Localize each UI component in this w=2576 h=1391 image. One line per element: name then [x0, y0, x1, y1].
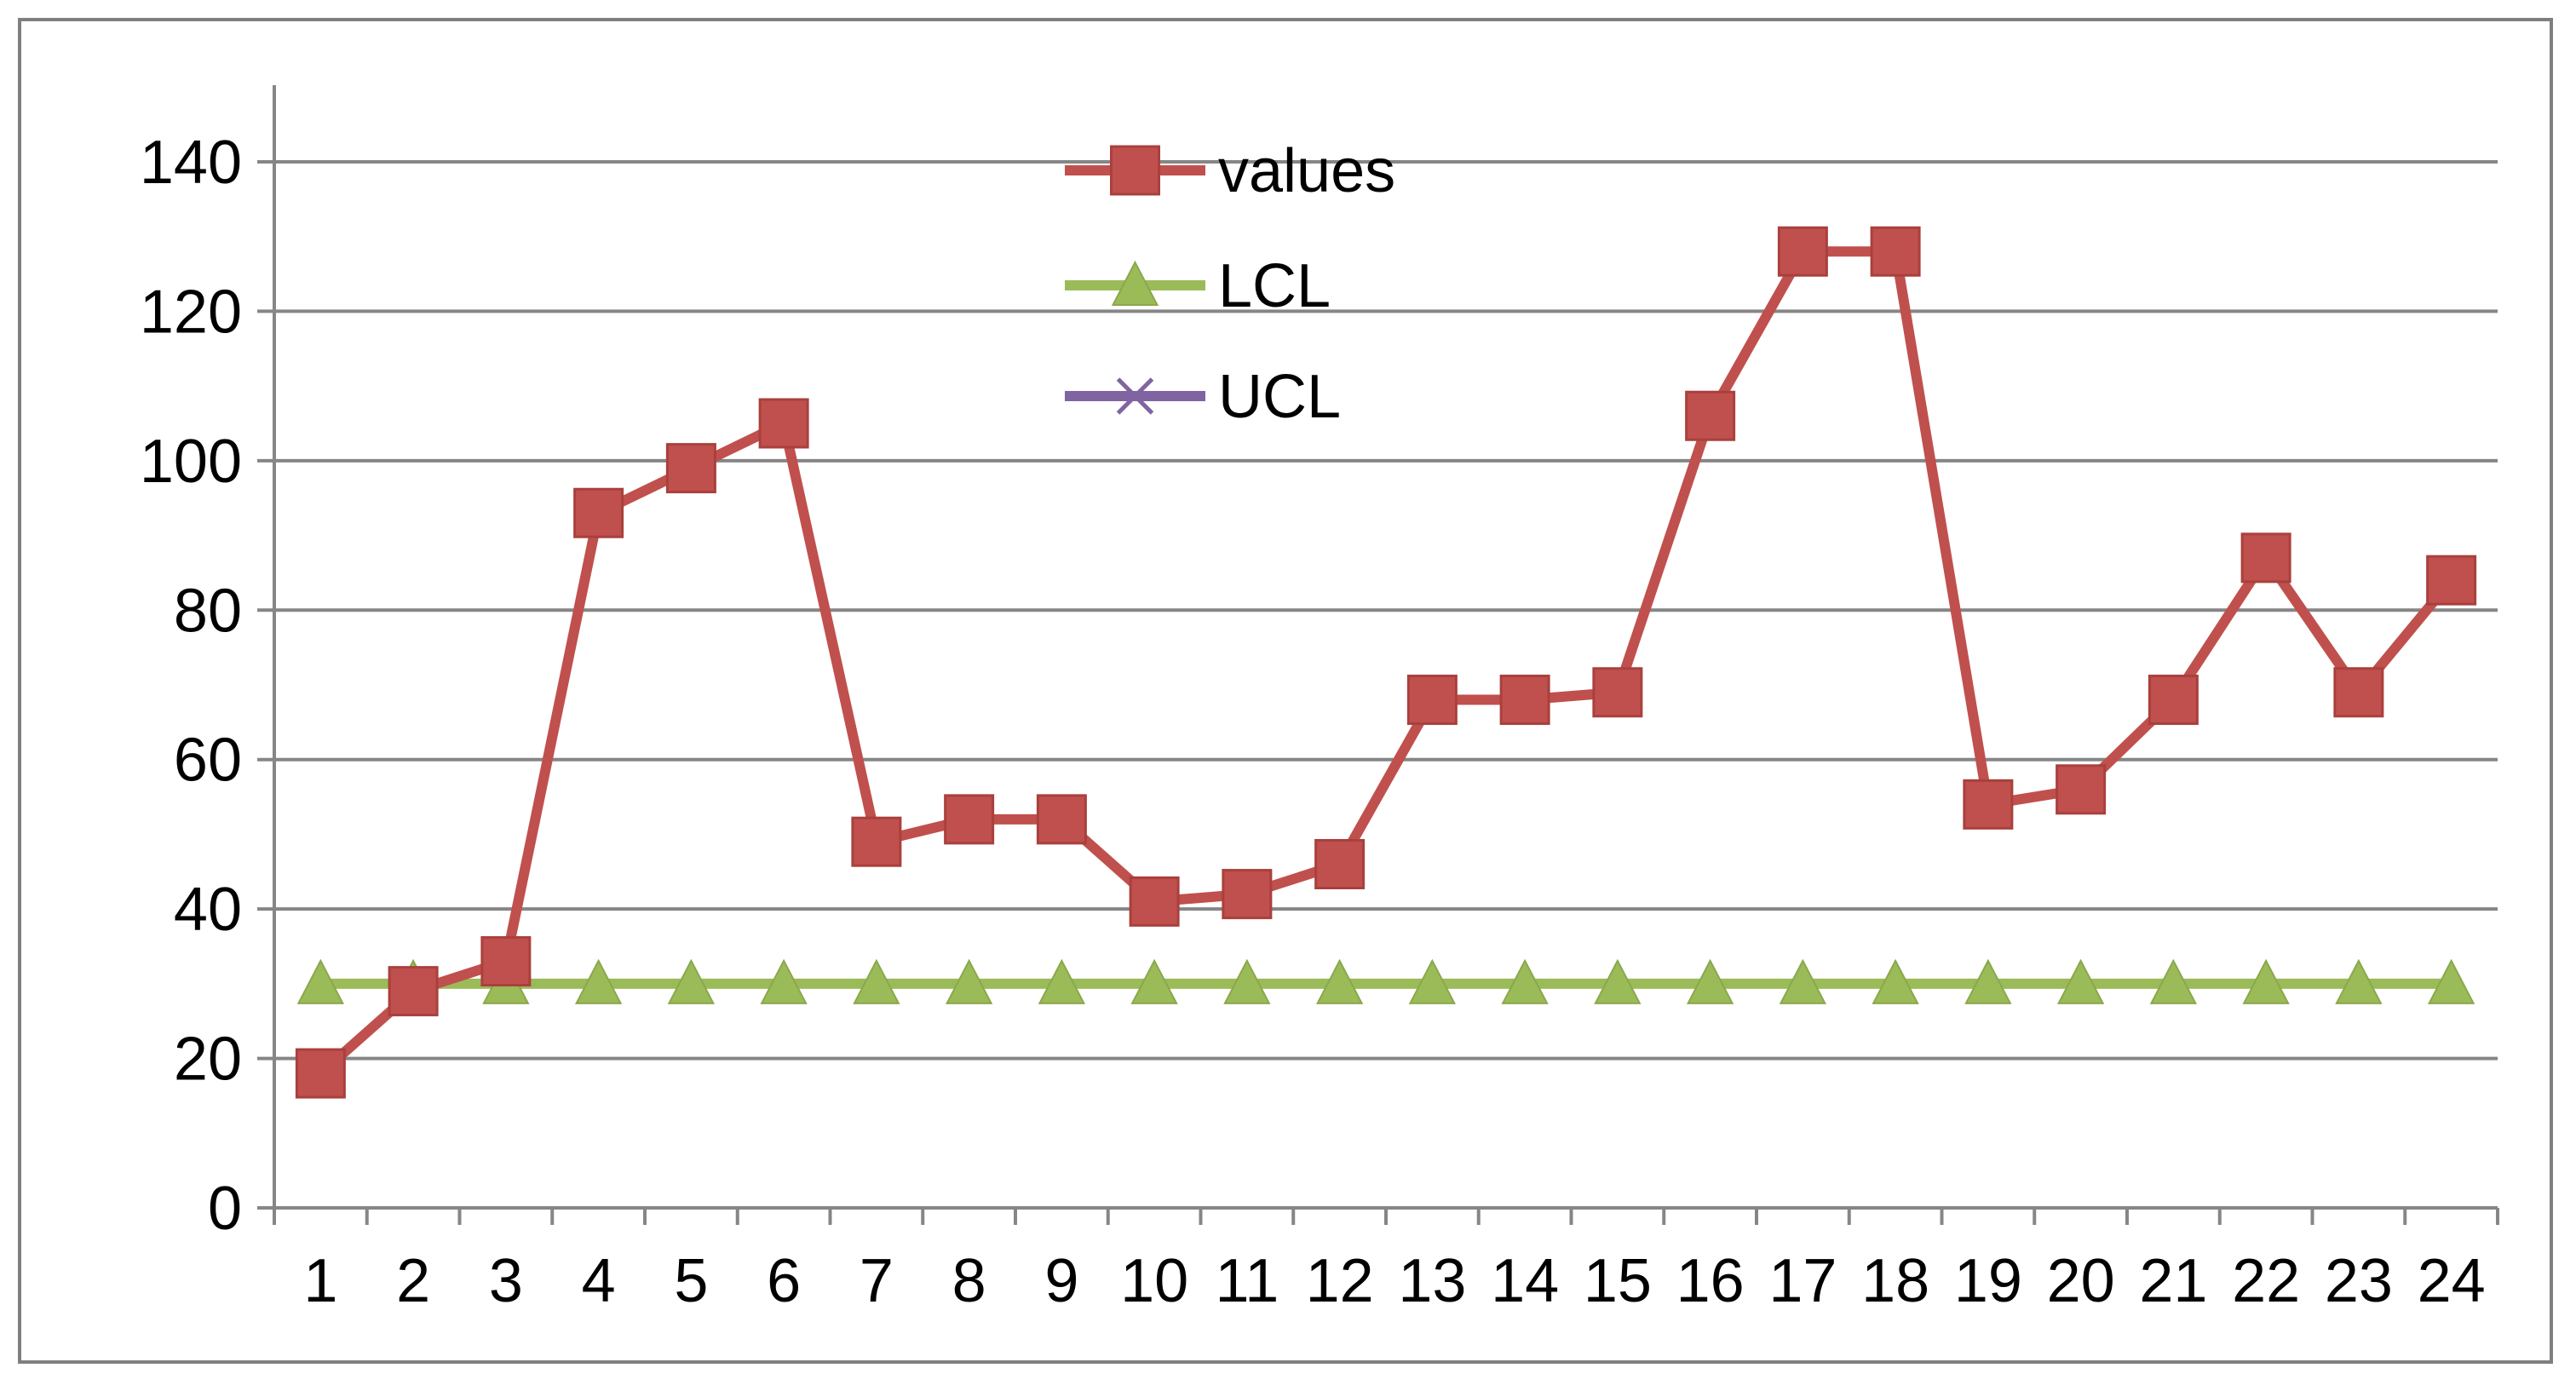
- legend-label: LCL: [1218, 252, 1331, 320]
- data-point: [667, 958, 716, 1004]
- y-tick-label: 120: [140, 278, 242, 346]
- data-point: [2426, 555, 2477, 606]
- data-point: [296, 958, 345, 1004]
- gridlines: [274, 160, 2498, 1060]
- x-tick-label: 13: [1398, 1247, 1466, 1315]
- x-tick-label: 20: [2047, 1247, 2115, 1315]
- data-point: [1685, 390, 1736, 441]
- data-point: [851, 816, 902, 867]
- data-point: [1592, 667, 1643, 718]
- data-point: [1964, 958, 2012, 1004]
- data-point: [1314, 839, 1366, 890]
- x-tick-label: 14: [1491, 1247, 1559, 1315]
- x-tick-label: 15: [1584, 1247, 1652, 1315]
- x-tick-label: 5: [674, 1247, 708, 1315]
- data-point: [2240, 532, 2291, 583]
- data-point: [2427, 958, 2475, 1004]
- legend: values LCL UCL: [1065, 137, 1395, 431]
- x-tick-label: 8: [952, 1247, 986, 1315]
- axes: [257, 85, 2499, 1225]
- legend-marker: [1116, 377, 1154, 415]
- data-point: [1038, 958, 1086, 1004]
- legend-label: values: [1218, 137, 1395, 205]
- data-point: [1315, 958, 1364, 1004]
- data-point: [760, 958, 808, 1004]
- data-point: [1130, 958, 1178, 1004]
- x-tick-label: 12: [1306, 1247, 1374, 1315]
- data-point: [758, 398, 809, 449]
- legend-label: UCL: [1218, 363, 1341, 431]
- y-tick-label: 100: [140, 428, 242, 496]
- x-tick-label: 21: [2139, 1247, 2207, 1315]
- x-tick-label: 4: [582, 1247, 616, 1315]
- x-tick-labels: 1 2 3 4 5 6 7 8 9 10 11 12 13 14 15 16 17 18 19 20 21 22 23 24: [303, 1247, 2485, 1315]
- data-point: [1223, 958, 1271, 1004]
- data-point: [388, 966, 439, 1017]
- x-tick-label: 17: [1768, 1247, 1837, 1315]
- y-tick-label: 40: [174, 876, 242, 944]
- data-point: [1594, 958, 1642, 1004]
- data-point: [944, 794, 995, 845]
- y-tick-label: 20: [174, 1026, 242, 1094]
- series-layer: [295, 226, 2477, 1099]
- x-tick-label: 11: [1216, 1247, 1279, 1315]
- data-point: [1129, 876, 1180, 927]
- data-point: [480, 936, 532, 987]
- data-point: [1870, 226, 1921, 277]
- data-point: [945, 958, 993, 1004]
- legend-marker: [1110, 145, 1160, 196]
- data-point: [2149, 958, 2198, 1004]
- data-point: [2056, 958, 2105, 1004]
- data-point: [1686, 958, 1734, 1004]
- data-point: [1779, 958, 1827, 1004]
- data-point: [2056, 764, 2107, 815]
- series-line: [317, 246, 2456, 1078]
- x-tick-label: 3: [489, 1247, 523, 1315]
- y-tick-label: 0: [208, 1175, 242, 1243]
- legend-item-ucl: UCL: [1065, 363, 1341, 431]
- x-tick-label: 2: [396, 1247, 430, 1315]
- data-point: [574, 958, 623, 1004]
- x-tick-label: 22: [2232, 1247, 2300, 1315]
- y-tick-label: 60: [174, 727, 242, 795]
- data-point: [1222, 869, 1273, 920]
- y-tick-label: 80: [174, 577, 242, 645]
- data-point: [1406, 675, 1458, 726]
- x-tick-label: 1: [303, 1247, 337, 1315]
- y-tick-labels: 0 20 40 60 80 100 120 140: [140, 129, 242, 1243]
- chart-frame: [18, 18, 2553, 1364]
- data-point: [853, 958, 900, 1004]
- data-point: [2333, 667, 2384, 718]
- legend-marker: [1111, 260, 1159, 306]
- data-point: [2335, 958, 2383, 1004]
- legend-item-values: values: [1065, 137, 1395, 205]
- x-tick-label: 23: [2325, 1247, 2393, 1315]
- x-tick-label: 6: [767, 1247, 801, 1315]
- data-point: [2242, 958, 2290, 1004]
- x-tick-label: 18: [1861, 1247, 1929, 1315]
- series-values: [295, 226, 2477, 1099]
- data-point: [665, 443, 716, 494]
- x-tick-label: 7: [860, 1247, 894, 1315]
- data-point: [573, 487, 624, 538]
- y-tick-label: 140: [140, 129, 242, 197]
- x-tick-label: 19: [1954, 1247, 2022, 1315]
- series-lcl: [296, 958, 2475, 1004]
- data-point: [1036, 794, 1087, 845]
- x-tick-label: 24: [2418, 1247, 2486, 1315]
- x-tick-label: 10: [1120, 1247, 1188, 1315]
- x-tick-label: 9: [1044, 1247, 1078, 1315]
- data-point: [1499, 675, 1550, 726]
- data-point: [1872, 958, 1919, 1004]
- data-point: [1408, 958, 1457, 1004]
- x-tick-label: 16: [1676, 1247, 1745, 1315]
- data-point: [1777, 226, 1828, 277]
- legend-item-lcl: LCL: [1065, 252, 1331, 320]
- data-point: [1501, 958, 1549, 1004]
- data-point: [2148, 675, 2199, 726]
- data-point: [1963, 779, 2014, 830]
- data-point: [295, 1048, 346, 1099]
